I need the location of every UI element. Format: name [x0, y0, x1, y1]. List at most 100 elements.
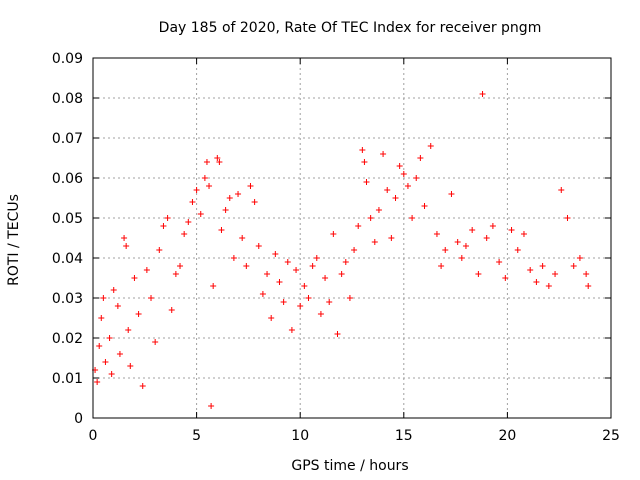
data-point	[469, 227, 476, 233]
data-point	[539, 263, 546, 269]
data-point	[355, 223, 362, 229]
data-point	[514, 247, 521, 253]
x-tick-label: 10	[291, 428, 309, 444]
data-point	[496, 259, 503, 265]
data-point	[409, 215, 416, 221]
data-point	[206, 183, 213, 189]
data-point	[135, 311, 142, 317]
plot-frame	[92, 57, 612, 419]
data-point	[305, 295, 312, 301]
data-point	[284, 259, 291, 265]
data-point	[210, 283, 217, 289]
data-point	[359, 147, 366, 153]
data-point	[583, 271, 590, 277]
data-point	[458, 255, 465, 261]
data-point	[100, 295, 107, 301]
data-point	[116, 351, 123, 357]
data-point	[380, 151, 387, 157]
data-point	[375, 207, 382, 213]
x-tick-label: 25	[602, 428, 620, 444]
data-point	[558, 187, 565, 193]
data-point	[168, 307, 175, 313]
data-point	[203, 159, 210, 165]
data-point	[152, 339, 159, 345]
data-point	[545, 283, 552, 289]
data-point	[94, 379, 101, 385]
data-point	[334, 331, 341, 337]
data-point	[272, 251, 279, 257]
data-point	[247, 183, 254, 189]
data-point	[243, 263, 250, 269]
data-point	[164, 215, 171, 221]
data-point	[433, 231, 440, 237]
data-point	[489, 223, 496, 229]
data-point	[139, 383, 146, 389]
data-point	[297, 303, 304, 309]
data-point	[413, 175, 420, 181]
data-point	[570, 263, 577, 269]
data-point	[576, 255, 583, 261]
data-point	[131, 275, 138, 281]
data-point	[483, 235, 490, 241]
x-tick-label: 20	[498, 428, 516, 444]
data-point	[235, 191, 242, 197]
data-point	[185, 219, 192, 225]
data-point	[110, 287, 117, 293]
data-point	[193, 187, 200, 193]
y-tick-label: 0.09	[52, 51, 83, 67]
y-tick-label: 0.02	[52, 331, 83, 347]
data-point	[502, 275, 509, 281]
data-point	[326, 299, 333, 305]
data-point	[102, 359, 109, 365]
data-point	[533, 279, 540, 285]
data-point	[479, 91, 486, 97]
data-point	[264, 271, 271, 277]
data-point	[189, 199, 196, 205]
x-axis-label: GPS time / hours	[291, 458, 408, 474]
data-point	[475, 271, 482, 277]
data-point	[251, 199, 258, 205]
data-point	[361, 159, 368, 165]
data-point	[351, 247, 358, 253]
y-tick-label: 0.01	[52, 371, 83, 387]
data-point	[508, 227, 515, 233]
data-point	[313, 255, 320, 261]
data-point	[226, 195, 233, 201]
data-point	[421, 203, 428, 209]
data-point	[462, 243, 469, 249]
data-point	[454, 239, 461, 245]
data-point	[201, 175, 208, 181]
y-tick-label: 0.06	[52, 171, 83, 187]
data-point	[322, 275, 329, 281]
data-point	[552, 271, 559, 277]
data-point	[392, 195, 399, 201]
data-point	[317, 311, 324, 317]
data-point	[330, 231, 337, 237]
data-point	[208, 403, 215, 409]
data-point	[400, 171, 407, 177]
data-point	[280, 299, 287, 305]
data-point	[404, 183, 411, 189]
data-point	[239, 235, 246, 241]
y-tick-label: 0.08	[52, 91, 83, 107]
data-point	[367, 215, 374, 221]
y-tick-label: 0.05	[52, 211, 83, 227]
y-tick-label: 0	[74, 411, 83, 427]
x-tick-label: 5	[192, 428, 201, 444]
y-tick-label: 0.07	[52, 131, 83, 147]
data-point	[564, 215, 571, 221]
data-point	[527, 267, 534, 273]
data-point	[106, 335, 113, 341]
y-tick-label: 0.04	[52, 251, 83, 267]
data-point	[309, 263, 316, 269]
data-point	[301, 283, 308, 289]
data-point	[276, 279, 283, 285]
data-point	[288, 327, 295, 333]
data-point	[218, 227, 225, 233]
data-point	[255, 243, 262, 249]
data-point	[346, 295, 353, 301]
data-point	[363, 179, 370, 185]
data-point	[388, 235, 395, 241]
